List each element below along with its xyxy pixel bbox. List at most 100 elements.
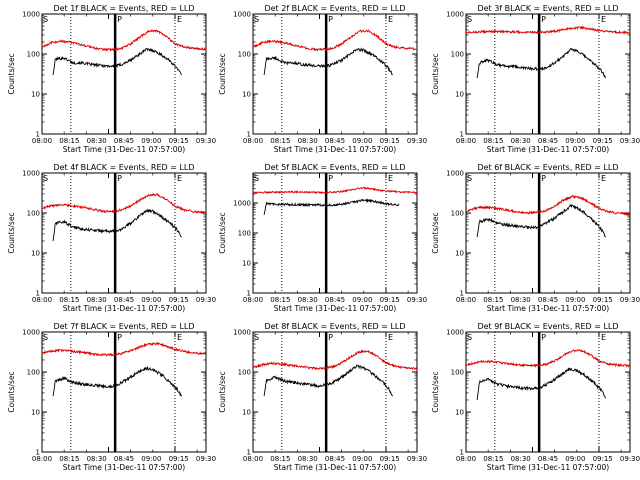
x-tick-label: 08:30: [511, 296, 531, 304]
x-tick-label: 09:30: [407, 137, 427, 145]
y-tick-label: 1: [36, 131, 40, 139]
x-tick-label: 09:15: [169, 296, 189, 304]
y-tick-label: 100: [451, 369, 464, 377]
y-tick-label: 1000: [233, 200, 251, 208]
x-tick-label: 08:15: [270, 137, 290, 145]
lld-series-line: [252, 349, 417, 371]
panel-title: Det 1f BLACK = Events, RED = LLD: [53, 4, 194, 13]
detector-panel: Det 7f BLACK = Events, RED = LLD 1 10 100 10…: [7, 322, 216, 472]
detector-panel: Det 8f BLACK = Events, RED = LLD 1 10 100 10…: [218, 322, 427, 472]
y-tick-label: 1: [247, 449, 251, 457]
x-axis-label: Start Time (31-Dec-11 07:57:00): [487, 145, 609, 154]
y-tick-label: 100: [27, 51, 40, 59]
y-tick-label: 1000: [233, 11, 251, 19]
x-tick-label: 09:30: [407, 296, 427, 304]
x-tick-label: 08:45: [114, 455, 134, 463]
end-marker-label: E: [177, 333, 182, 342]
x-tick-label: 08:30: [298, 455, 318, 463]
peak-marker-label: P: [328, 333, 333, 342]
x-tick-label: 08:45: [538, 296, 558, 304]
y-tick-label: 10: [455, 91, 464, 99]
start-marker-label: S: [43, 174, 48, 183]
x-axis-label: Start Time (31-Dec-11 07:57:00): [487, 304, 609, 313]
lld-series-line: [466, 25, 630, 35]
x-tick-label: 08:15: [483, 296, 503, 304]
y-tick-label: 1: [460, 290, 464, 298]
x-tick-label: 09:00: [565, 455, 585, 463]
y-axis-label: Counts/sec: [218, 371, 227, 412]
y-tick-label: 10: [31, 91, 40, 99]
end-marker-label: E: [388, 333, 393, 342]
x-tick-label: 09:00: [141, 455, 161, 463]
x-tick-label: 08:30: [511, 455, 531, 463]
y-tick-label: 1000: [22, 329, 40, 337]
lld-series-line: [41, 192, 207, 214]
plot-frame: [252, 13, 418, 135]
events-series-line: [476, 203, 606, 238]
events-series-line: [52, 47, 182, 76]
lld-series-line: [465, 194, 631, 217]
x-tick-label: 09:00: [565, 296, 585, 304]
start-marker-label: S: [254, 333, 259, 342]
lld-series-line: [465, 349, 631, 368]
x-tick-label: 08:30: [511, 137, 531, 145]
events-series-line: [476, 47, 606, 79]
x-tick-label: 08:45: [114, 296, 134, 304]
panel-title: Det 5f BLACK = Events, RED = LLD: [264, 163, 405, 172]
events-series-line: [263, 47, 393, 76]
start-marker-label: S: [467, 15, 472, 24]
lld-series-line: [41, 341, 207, 357]
plot-frame: [465, 172, 631, 294]
y-tick-label: 10: [455, 250, 464, 258]
x-tick-label: 09:15: [593, 455, 613, 463]
x-tick-label: 08:00: [243, 296, 263, 304]
x-tick-label: 09:00: [352, 455, 372, 463]
y-tick-label: 1: [36, 290, 40, 298]
start-marker-label: S: [467, 333, 472, 342]
panel-title: Det 8f BLACK = Events, RED = LLD: [264, 322, 405, 331]
end-marker-label: E: [601, 15, 606, 24]
x-tick-label: 09:30: [620, 137, 640, 145]
y-tick-label: 1000: [233, 329, 251, 337]
detector-panel: Det 5f BLACK = Events, RED = LLD 1 10 100 10…: [218, 163, 427, 313]
x-tick-label: 09:00: [352, 296, 372, 304]
plot-frame: [465, 13, 631, 135]
x-tick-label: 08:00: [456, 296, 476, 304]
detector-panel: Det 3f BLACK = Events, RED = LLD 1 10 100 10…: [431, 4, 640, 154]
x-tick-label: 08:30: [87, 137, 107, 145]
x-tick-label: 08:30: [298, 296, 318, 304]
x-tick-label: 09:00: [141, 137, 161, 145]
x-tick-label: 08:15: [483, 137, 503, 145]
peak-marker-label: P: [328, 174, 333, 183]
x-tick-label: 09:15: [169, 137, 189, 145]
y-tick-label: 1000: [446, 170, 464, 178]
x-tick-label: 09:15: [380, 455, 400, 463]
x-tick-label: 08:00: [32, 455, 52, 463]
x-tick-label: 09:15: [169, 455, 189, 463]
lld-series-line: [252, 29, 417, 52]
start-marker-label: S: [467, 174, 472, 183]
y-tick-label: 100: [451, 51, 464, 59]
end-marker-label: E: [388, 15, 393, 24]
x-tick-label: 08:15: [59, 296, 79, 304]
plot-frame: [41, 331, 207, 453]
y-tick-label: 100: [238, 51, 251, 59]
x-tick-label: 08:00: [456, 137, 476, 145]
x-tick-label: 08:15: [270, 296, 290, 304]
x-tick-label: 08:45: [538, 137, 558, 145]
y-axis-label: Counts/sec: [218, 212, 227, 253]
panel-title: Det 6f BLACK = Events, RED = LLD: [477, 163, 618, 172]
detector-panel: Det 6f BLACK = Events, RED = LLD 1 10 100 10…: [431, 163, 640, 313]
y-tick-label: 10: [31, 250, 40, 258]
peak-marker-label: P: [328, 15, 333, 24]
end-marker-label: E: [177, 174, 182, 183]
panel-title: Det 9f BLACK = Events, RED = LLD: [477, 322, 618, 331]
y-tick-label: 100: [238, 230, 251, 238]
plot-frame: [252, 331, 418, 453]
x-tick-label: 09:30: [196, 137, 216, 145]
x-tick-label: 08:30: [87, 455, 107, 463]
x-axis-label: Start Time (31-Dec-11 07:57:00): [274, 463, 396, 472]
y-tick-label: 1000: [446, 11, 464, 19]
x-tick-label: 09:30: [620, 455, 640, 463]
